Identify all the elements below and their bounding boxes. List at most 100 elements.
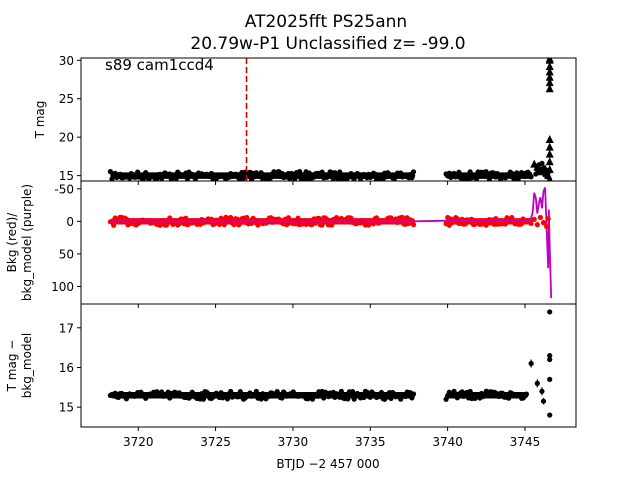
data-point-diff	[547, 412, 553, 418]
data-point-bkg	[374, 215, 380, 221]
data-point-tmag	[268, 175, 274, 181]
upper-limit-triangle	[545, 157, 554, 166]
data-point-tmag	[456, 169, 462, 175]
x-tick-label: 3730	[278, 435, 309, 449]
data-point-tmag	[135, 169, 141, 175]
y-tick-label: 17	[59, 321, 74, 335]
data-point-tmag	[154, 176, 160, 181]
data-point-bkg	[216, 221, 223, 227]
y-axis-label-diff-line1: T mag −	[5, 340, 19, 393]
data-point-tmag	[337, 169, 343, 175]
data-point-tmag	[332, 170, 338, 176]
data-point-diff	[367, 394, 373, 400]
x-tick-label: 3740	[432, 435, 463, 449]
data-point-diff	[279, 395, 285, 401]
upper-limit-triangle	[545, 58, 554, 63]
data-point-diff	[451, 388, 457, 394]
data-point-diff	[364, 389, 370, 395]
data-point-tmag	[287, 176, 293, 181]
data-point-diff	[398, 396, 404, 402]
upper-limit-triangle	[533, 162, 542, 171]
data-point-diff	[506, 395, 512, 401]
data-point-diff	[237, 389, 243, 395]
data-point-tmag	[159, 175, 165, 181]
panel-frame-bkg	[80, 180, 577, 305]
data-point-bkg	[370, 221, 377, 227]
data-point-bkg	[295, 215, 301, 221]
y-tick-label: -50	[54, 182, 74, 196]
data-point-bkg	[221, 222, 227, 228]
data-point-diff	[547, 309, 553, 315]
upper-limit-triangle	[545, 72, 554, 81]
data-point-diff	[467, 388, 473, 395]
data-point-diff	[167, 395, 173, 401]
data-point-bkg	[544, 223, 550, 230]
panel-tmag-marks	[107, 58, 554, 181]
data-point-bkg	[399, 214, 405, 220]
data-point-bkg	[176, 221, 182, 227]
data-point-tmag	[258, 170, 264, 176]
data-point-diff	[539, 388, 545, 394]
data-point-bkg	[316, 215, 322, 221]
data-point-bkg	[231, 221, 237, 228]
data-point-bkg	[531, 216, 537, 222]
data-point-diff	[349, 388, 356, 395]
panel-bkg-marks	[107, 187, 553, 299]
panel-frame-diff	[80, 303, 577, 428]
data-point-bkg	[163, 222, 170, 228]
bkg-model-line	[110, 187, 553, 299]
data-point-diff	[528, 360, 534, 367]
upper-limit-triangle	[545, 142, 554, 151]
y-axis-label-bkg-line2: bkg_model (purple)	[20, 184, 34, 301]
data-point-tmag	[483, 169, 489, 175]
data-point-bkg	[110, 222, 117, 228]
data-point-diff	[547, 376, 553, 382]
y-tick-label: 50	[59, 247, 74, 261]
data-point-diff	[338, 388, 344, 394]
upper-limit-triangle	[545, 134, 554, 143]
data-point-diff	[205, 391, 211, 397]
panel-diff-marks	[107, 309, 553, 418]
data-point-tmag	[533, 171, 539, 177]
data-point-tmag	[486, 176, 492, 181]
upper-limit-triangle	[546, 174, 553, 181]
data-point-tmag	[292, 176, 298, 181]
data-point-diff	[345, 396, 351, 402]
data-point-bkg	[509, 214, 515, 221]
data-point-bkg	[329, 222, 335, 228]
data-point-bkg	[234, 216, 240, 222]
data-point-bkg	[228, 214, 234, 221]
data-point-tmag	[240, 175, 247, 181]
y-tick-label: 20	[59, 131, 74, 145]
data-point-tmag	[409, 175, 415, 181]
data-point-tmag	[297, 169, 303, 175]
data-point-diff	[534, 380, 540, 386]
data-point-tmag	[509, 170, 515, 177]
data-point-bkg	[244, 214, 250, 221]
x-tick-label: 3720	[123, 435, 154, 449]
data-point-diff	[228, 388, 234, 395]
sector-camera-annotation: s89 cam1ccd4	[105, 56, 214, 74]
axes-layer: 15 20 25 30 T mag s89 cam1ccd4 -50 0 50 100 Bkg (r…	[5, 54, 577, 449]
y-axis-label-tmag: T mag	[33, 101, 47, 140]
data-point-bkg	[528, 220, 534, 226]
data-point-diff	[218, 390, 224, 396]
data-point-bkg	[183, 215, 189, 221]
upper-limit-triangle	[545, 61, 554, 70]
data-point-diff	[410, 391, 417, 397]
data-point-diff	[200, 396, 207, 402]
data-point-tmag	[372, 171, 378, 177]
data-point-diff	[547, 352, 553, 359]
data-point-diff	[253, 388, 259, 395]
y-axis-label-bkg-line1: Bkg (red)/	[5, 212, 19, 273]
data-point-tmag	[473, 176, 480, 181]
data-point-tmag	[173, 176, 179, 181]
upper-limit-triangle	[545, 67, 554, 76]
data-point-bkg	[545, 216, 551, 222]
data-point-diff	[189, 389, 195, 395]
upper-limit-triangle	[545, 78, 554, 87]
data-point-bkg	[502, 221, 509, 227]
data-point-tmag	[528, 174, 534, 180]
data-point-diff	[523, 391, 530, 397]
